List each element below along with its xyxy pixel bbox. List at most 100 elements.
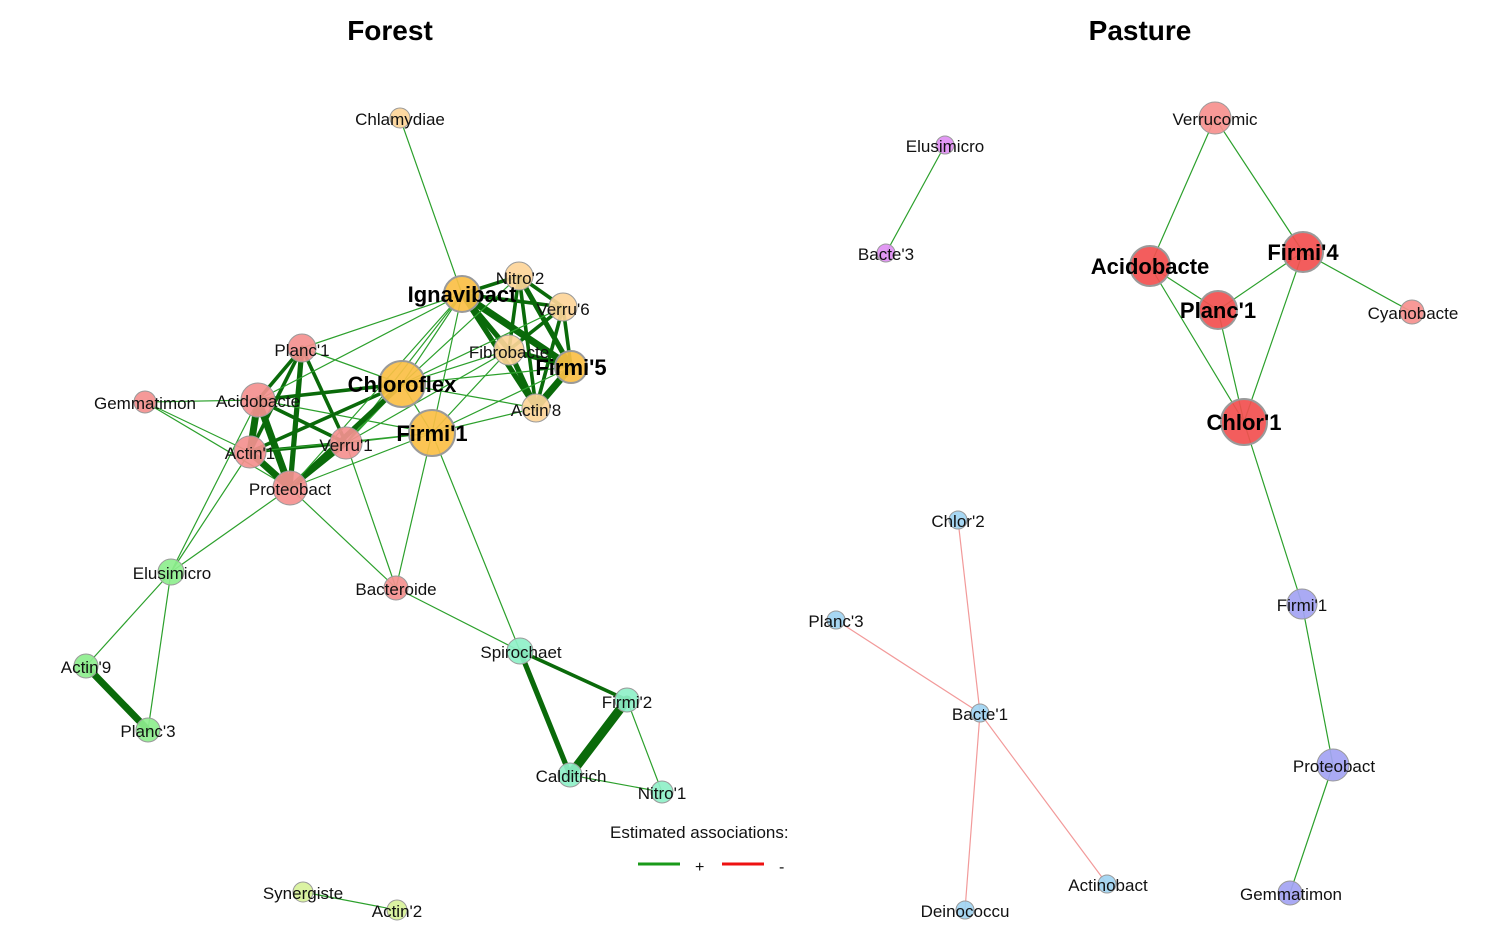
node-label-planc1: Planc'1 (274, 341, 329, 360)
edge-p_acidobacte-p_chlor1 (1149, 265, 1245, 423)
node-p_acidobacte[interactable] (1129, 245, 1171, 287)
node-label-firmi1: Firmi'1 (396, 421, 467, 446)
edge-planc1-verru1 (300, 346, 348, 445)
edge-p_firmi4-p_chlor1 (1243, 251, 1304, 423)
node-label-verru1: Verru'1 (319, 436, 372, 455)
node-planc3[interactable] (135, 717, 161, 743)
node-label-p_deinococcu: Deinococcu (921, 902, 1010, 921)
node-p_verrucomic[interactable] (1198, 101, 1232, 135)
node-nitro2[interactable] (504, 261, 534, 291)
node-verru6[interactable] (548, 292, 578, 322)
edge-verru1-fibrobacte (345, 349, 510, 444)
edge-gemmatimon-proteobact (144, 401, 291, 489)
edge-verru1-bacteroide (345, 442, 397, 589)
legend-title: Estimated associations: (610, 823, 789, 842)
node-p_chlor1[interactable] (1220, 398, 1268, 446)
edge-p_verrucomic-p_acidobacte (1149, 117, 1216, 267)
edge-elusimicro-planc3 (147, 571, 172, 731)
node-planc1[interactable] (287, 333, 317, 363)
node-synergiste[interactable] (292, 881, 314, 903)
node-p_deinococcu[interactable] (955, 900, 975, 920)
node-label-p_bacte1: Bacte'1 (952, 705, 1008, 724)
node-label-acidobacte: Acidobacte (216, 392, 300, 411)
edge-p_bacte1-p_deinococcu (964, 712, 981, 911)
node-label-p_acidobacte: Acidobacte (1091, 254, 1210, 279)
edge-planc1-actin1 (248, 346, 304, 454)
edge-verru6-actin8 (534, 305, 565, 410)
edge-acidobacte-chloroflex (256, 382, 404, 402)
edge-firmi1-bacteroide (395, 432, 433, 589)
node-actin2[interactable] (386, 899, 408, 921)
edge-p_chlor2-p_bacte1 (957, 519, 981, 714)
node-chlamydiae[interactable] (389, 107, 411, 129)
edge-p_bacte1-p_actinobact (979, 712, 1108, 885)
node-p_planc1[interactable] (1198, 290, 1238, 330)
edge-gemmatimon-acidobacte (144, 399, 259, 403)
node-firmi1[interactable] (408, 409, 456, 457)
node-p_gemmatimon[interactable] (1277, 880, 1303, 906)
node-chloroflex[interactable] (378, 360, 426, 408)
node-p_planc3[interactable] (826, 610, 846, 630)
node-label-p_firmi4: Firmi'4 (1267, 240, 1339, 265)
edge-proteobact-bacteroide (289, 487, 397, 589)
node-bacteroide[interactable] (383, 575, 409, 601)
node-elusimicro[interactable] (157, 558, 185, 586)
node-spirochaet[interactable] (506, 637, 534, 665)
node-p_chlor2[interactable] (948, 510, 968, 530)
node-actin1[interactable] (233, 435, 267, 469)
edge-spirochaet-firmi2 (518, 649, 629, 702)
node-p_bacte3[interactable] (876, 243, 896, 263)
edge-p_planc3-p_bacte1 (835, 619, 981, 714)
node-p_elusimicro[interactable] (935, 135, 955, 155)
node-label-ignavibact: Ignavibact (408, 282, 517, 307)
edge-chlamydiae-ignavibact (399, 117, 463, 295)
forest-panel-title: Forest (347, 15, 433, 46)
edge-firmi2-calditrich (565, 695, 632, 780)
node-p_firmi1[interactable] (1286, 588, 1318, 620)
node-p_proteobact[interactable] (1316, 748, 1350, 782)
node-fibrobacte[interactable] (493, 334, 525, 366)
node-proteobact[interactable] (272, 470, 308, 506)
edge-actin1-chloroflex (248, 382, 404, 454)
node-label-actin9: Actin'9 (61, 658, 112, 677)
node-label-p_elusimicro: Elusimicro (906, 137, 984, 156)
node-label-p_planc1: Planc'1 (1180, 298, 1256, 323)
pasture-panel-title: Pasture (1089, 15, 1192, 46)
node-label-chlamydiae: Chlamydiae (355, 110, 445, 129)
node-acidobacte[interactable] (240, 382, 276, 418)
node-label-verru6: Verru'6 (536, 300, 589, 319)
legend: Estimated associations: + - (610, 823, 789, 876)
edge-nitro2-actin8 (517, 274, 538, 410)
edge-synergiste-actin2 (302, 891, 398, 911)
node-p_firmi4[interactable] (1282, 231, 1324, 273)
edge-actin1-elusimicro (170, 451, 251, 573)
edge-p_firmi1-p_proteobact (1301, 603, 1334, 766)
edge-gemmatimon-actin1 (144, 401, 251, 453)
edge-chloroflex-nitro2 (401, 275, 520, 385)
edge-elusimicro-actin9 (85, 571, 172, 667)
edge-ignavibact-firmi5 (458, 290, 575, 371)
node-p_actinobact[interactable] (1097, 874, 1117, 894)
node-actin9[interactable] (73, 653, 99, 679)
node-ignavibact[interactable] (443, 275, 481, 313)
node-label-firmi2: Firmi'2 (602, 693, 652, 712)
legend-negative-label: - (779, 859, 784, 876)
node-label-p_cyanobacte: Cyanobacte (1368, 304, 1459, 323)
edge-bacteroide-spirochaet (395, 587, 521, 652)
legend-positive-label: + (695, 859, 704, 876)
edge-actin9-planc3 (82, 662, 152, 734)
node-actin8[interactable] (521, 393, 551, 423)
node-verru1[interactable] (329, 426, 363, 460)
node-firmi2[interactable] (614, 687, 640, 713)
node-nitro1[interactable] (650, 780, 674, 804)
node-gemmatimon[interactable] (133, 390, 157, 414)
node-label-bacteroide: Bacteroide (355, 580, 436, 599)
node-p_bacte1[interactable] (970, 703, 990, 723)
node-calditrich[interactable] (557, 762, 583, 788)
edge-p_verrucomic-p_firmi4 (1214, 117, 1304, 253)
node-firmi5[interactable] (554, 350, 588, 384)
node-label-actin8: Actin'8 (511, 401, 562, 420)
node-p_cyanobacte[interactable] (1399, 299, 1425, 325)
